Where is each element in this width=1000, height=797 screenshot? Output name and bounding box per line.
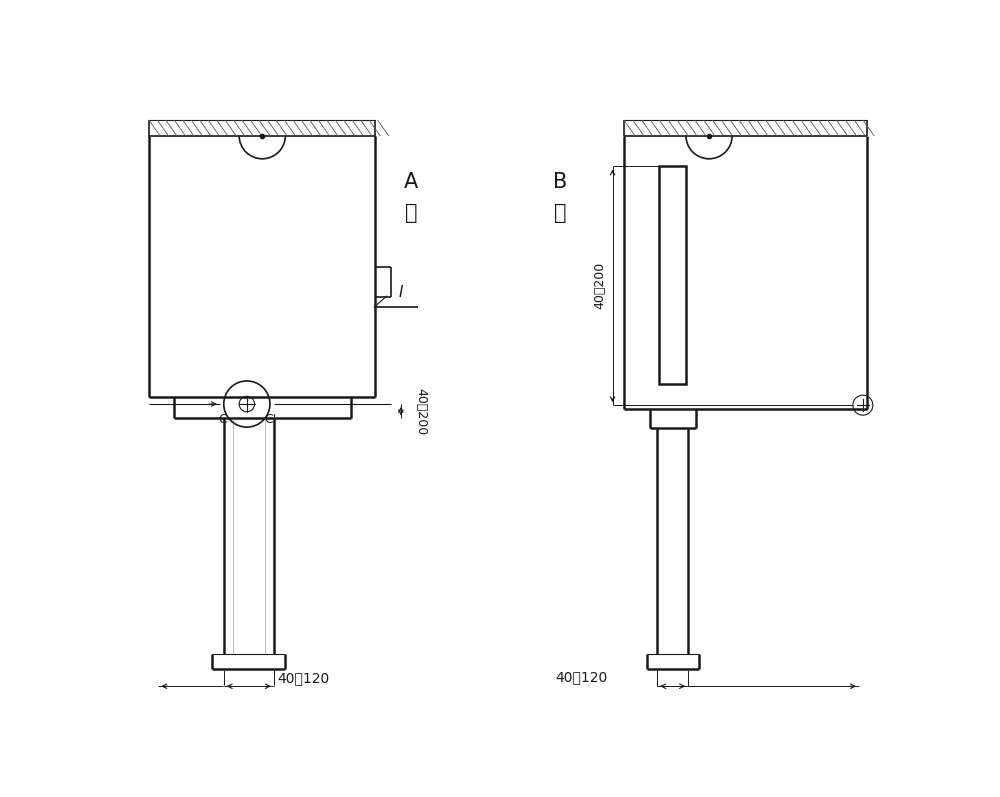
Text: 40～200: 40～200 [593,262,606,309]
Text: 40～120: 40～120 [555,670,607,684]
Text: B: B [553,172,567,192]
Text: 40～200: 40～200 [414,387,427,435]
Text: 40～120: 40～120 [278,672,330,685]
Text: C: C [219,413,227,426]
Bar [659,167,686,384]
Text: A: A [404,172,418,192]
Text: 向: 向 [554,202,566,222]
Text: C': C' [265,413,277,426]
Text: 向: 向 [405,202,417,222]
Text: I: I [399,285,403,300]
